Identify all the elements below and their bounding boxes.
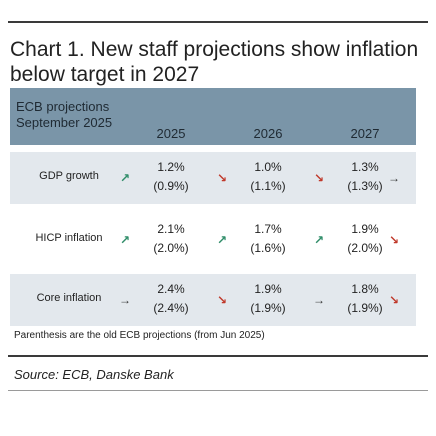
old-projection-value: (1.3%) (347, 179, 383, 193)
table-cell: 2.4% (2.4%) (141, 280, 201, 318)
arrow-up-icon: ↗ (216, 233, 228, 247)
old-projection-value: (2.0%) (347, 241, 383, 255)
arrow-down-icon: ↘ (388, 293, 400, 307)
column-header-2025: 2025 (156, 126, 186, 141)
mid-rule (8, 355, 428, 357)
table-cell: 1.3% (1.3%) (335, 158, 395, 196)
new-projection-value: 1.3% (351, 160, 379, 174)
table-cell: 1.2% (0.9%) (141, 158, 201, 196)
bottom-rule (8, 390, 428, 391)
table-row-background (10, 152, 416, 204)
row-label: Core inflation (36, 292, 102, 304)
old-projection-value: (1.1%) (250, 179, 286, 193)
arrow-up-icon: ↗ (119, 171, 131, 185)
table-cell: 1.7% (1.6%) (238, 220, 298, 258)
row-label: HICP inflation (35, 232, 103, 244)
old-projection-value: (1.9%) (250, 301, 286, 315)
new-projection-value: 2.4% (157, 282, 185, 296)
table-cell: 2.1% (2.0%) (141, 220, 201, 258)
arrow-up-icon: ↗ (119, 233, 131, 247)
arrow-flat-icon: → (119, 293, 131, 307)
new-projection-value: 1.9% (254, 282, 282, 296)
old-projection-value: (2.0%) (153, 241, 189, 255)
table-note: Parenthesis are the old ECB projections … (14, 330, 265, 341)
table-cell: 1.0% (1.1%) (238, 158, 298, 196)
table-row-background (10, 274, 416, 326)
row-label: GDP growth (39, 170, 99, 182)
header-label-line1: ECB projections (16, 99, 110, 114)
old-projection-value: (2.4%) (153, 301, 189, 315)
chart-title: Chart 1. New staff projections show infl… (10, 38, 419, 86)
table-row-background (10, 214, 416, 266)
table-header-label: ECB projections September 2025 (16, 99, 156, 131)
table-cell: 1.9% (1.9%) (238, 280, 298, 318)
new-projection-value: 1.0% (254, 160, 282, 174)
arrow-down-icon: ↘ (216, 171, 228, 185)
arrow-up-icon: ↗ (313, 233, 325, 247)
new-projection-value: 1.7% (254, 222, 282, 236)
arrow-down-icon: ↘ (388, 233, 400, 247)
old-projection-value: (1.6%) (250, 241, 286, 255)
table-cell: 1.9% (2.0%) (335, 220, 395, 258)
arrow-down-icon: ↘ (313, 171, 325, 185)
column-header-2027: 2027 (350, 126, 380, 141)
old-projection-value: (1.9%) (347, 301, 383, 315)
old-projection-value: (0.9%) (153, 179, 189, 193)
new-projection-value: 1.9% (351, 222, 379, 236)
new-projection-value: 1.2% (157, 160, 185, 174)
chart-source: Source: ECB, Danske Bank (14, 367, 174, 382)
table-header-band (10, 88, 416, 145)
new-projection-value: 2.1% (157, 222, 185, 236)
column-header-2026: 2026 (253, 126, 283, 141)
top-rule (8, 21, 428, 23)
new-projection-value: 1.8% (351, 282, 379, 296)
arrow-down-icon: ↘ (216, 293, 228, 307)
header-label-line2: September 2025 (16, 115, 113, 130)
arrow-flat-icon: → (388, 171, 400, 185)
table-cell: 1.8% (1.9%) (335, 280, 395, 318)
arrow-flat-icon: → (313, 293, 325, 307)
